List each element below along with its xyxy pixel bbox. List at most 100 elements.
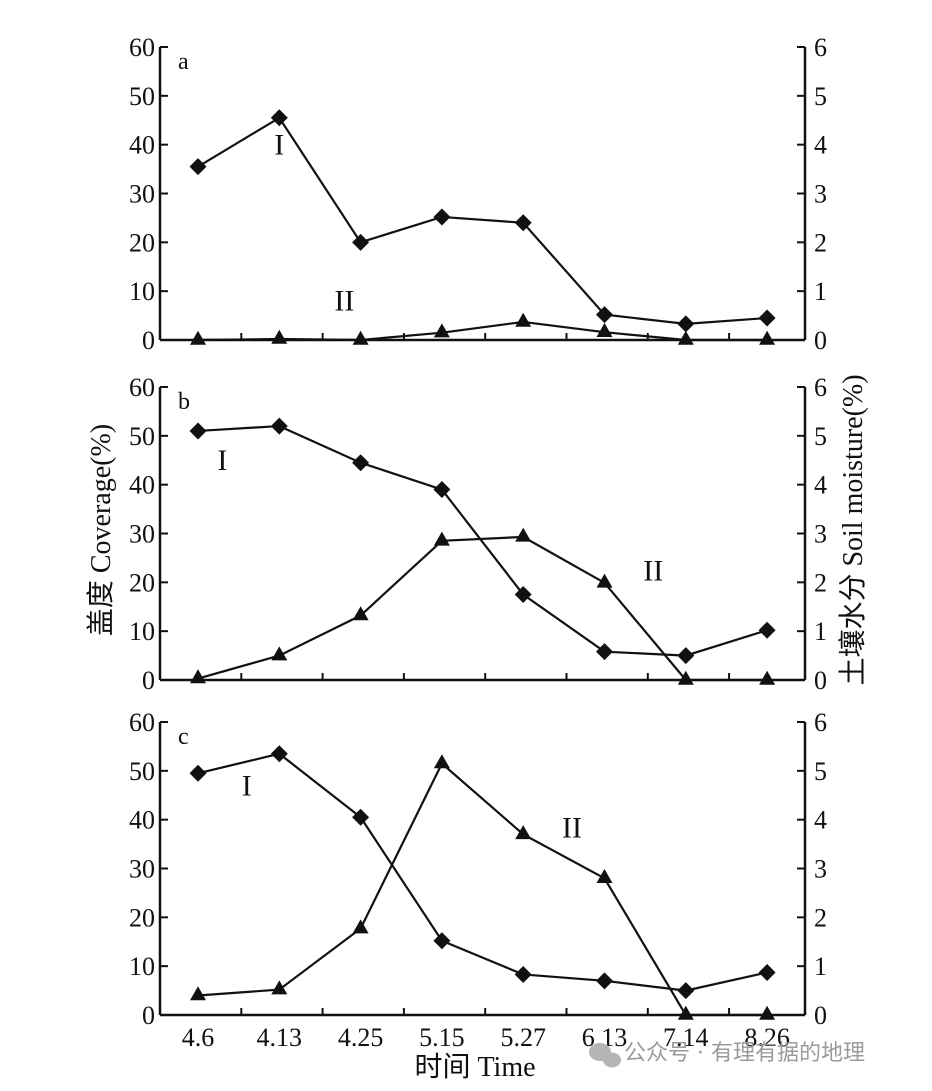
y-right-tick-label: 1: [814, 617, 827, 646]
y-left-tick-label: 20: [129, 568, 155, 597]
panel-label: b: [178, 389, 190, 415]
diamond-marker: [352, 454, 370, 472]
triangle-marker: [352, 606, 369, 621]
diamond-marker: [189, 158, 207, 176]
diamond-marker: [677, 982, 695, 1000]
x-tick-label: 7.14: [663, 1023, 709, 1052]
triangle-marker: [271, 329, 288, 344]
watermark: 公众号 · 有理有据的地理: [589, 1041, 865, 1068]
y-left-tick-label: 0: [142, 326, 155, 355]
x-tick-label: 4.25: [338, 1023, 384, 1052]
series-I: I: [189, 745, 776, 1000]
y-right-tick-label: 5: [814, 82, 827, 111]
triangle-marker: [190, 330, 206, 345]
y-left-tick-label: 0: [142, 666, 155, 695]
diamond-marker: [514, 214, 532, 232]
triangle-marker: [677, 330, 694, 345]
triangle-marker: [759, 670, 776, 685]
triangle-marker: [271, 980, 288, 995]
series-I: I: [189, 417, 776, 665]
y-right-tick-label: 2: [814, 568, 827, 597]
y-right-tick-label: 4: [814, 131, 827, 160]
watermark-text: 公众号 · 有理有据的地理: [624, 1041, 865, 1066]
y-left-tick-label: 20: [129, 228, 155, 257]
diamond-marker: [596, 643, 613, 661]
diamond-marker: [433, 481, 451, 499]
y-right-axis-title: 土壤水分 Soil moisture(%): [837, 374, 869, 685]
diamond-marker: [270, 109, 288, 127]
triangle-marker: [759, 1005, 776, 1020]
y-left-tick-label: 30: [129, 520, 155, 549]
y-right-tick-label: 5: [814, 757, 827, 786]
x-tick-label: 4.13: [257, 1023, 303, 1052]
series-II: II: [190, 527, 776, 685]
diamond-marker: [433, 932, 451, 950]
series-line: [197, 424, 768, 657]
y-left-tick-label: 30: [129, 180, 155, 209]
series-line: [197, 116, 768, 325]
y-right-tick-label: 0: [814, 326, 827, 355]
y-left-tick-label: 30: [129, 855, 155, 884]
diamond-marker: [514, 965, 532, 983]
x-tick-label: 5.15: [419, 1023, 465, 1052]
series-line: [197, 320, 768, 342]
y-right-tick-label: 1: [814, 952, 827, 981]
series-label: II: [643, 554, 663, 587]
series-line: [197, 761, 768, 1017]
y-left-tick-label: 50: [129, 422, 155, 451]
y-right-tick-label: 6: [814, 33, 827, 62]
diamond-marker: [758, 964, 776, 982]
triangle-marker: [677, 670, 694, 685]
y-right-tick-label: 4: [814, 471, 827, 500]
y-left-tick-label: 0: [142, 1001, 155, 1030]
triangle-marker: [515, 825, 532, 840]
series-label: II: [334, 285, 354, 318]
y-left-tick-label: 10: [129, 617, 155, 646]
y-right-tick-label: 3: [814, 180, 827, 209]
diamond-marker: [596, 972, 613, 990]
triangle-marker: [759, 330, 776, 345]
series-label: I: [274, 128, 284, 161]
x-tick-label: 5.27: [500, 1023, 546, 1052]
triangle-marker: [352, 919, 369, 934]
triangle-marker: [433, 323, 450, 338]
triangle-marker: [596, 869, 613, 884]
x-axis-title: 时间 Time: [414, 1051, 535, 1083]
y-right-tick-label: 1: [814, 277, 827, 306]
y-right-tick-label: 6: [814, 708, 827, 737]
y-left-tick-label: 40: [129, 806, 155, 835]
triangle-marker: [515, 527, 532, 542]
y-right-tick-label: 5: [814, 422, 827, 451]
triangle-marker: [352, 330, 369, 345]
y-left-axis-title: 盖度 Coverage(%): [85, 424, 117, 636]
diamond-marker: [514, 586, 532, 604]
y-left-tick-label: 60: [129, 33, 155, 62]
panel-label: c: [178, 724, 189, 750]
y-right-tick-label: 3: [814, 855, 827, 884]
diamond-marker: [677, 647, 695, 665]
series-II: II: [190, 285, 776, 345]
series-label: II: [562, 812, 582, 845]
diamond-marker: [596, 306, 613, 324]
y-left-tick-label: 60: [129, 708, 155, 737]
triangle-marker: [596, 573, 613, 588]
x-tick-label: 4.6: [182, 1023, 215, 1052]
y-right-tick-label: 2: [814, 903, 827, 932]
series-line: [197, 752, 768, 992]
triangle-marker: [433, 531, 450, 546]
triangle-marker: [596, 322, 613, 337]
diamond-marker: [677, 315, 695, 333]
triangle-marker: [190, 669, 206, 684]
diamond-marker: [352, 233, 370, 251]
y-left-tick-label: 40: [129, 131, 155, 160]
diamond-marker: [270, 745, 288, 763]
diamond-marker: [758, 621, 776, 639]
wechat-icon: [589, 1043, 621, 1068]
y-right-tick-label: 4: [814, 806, 827, 835]
y-left-tick-label: 50: [129, 757, 155, 786]
